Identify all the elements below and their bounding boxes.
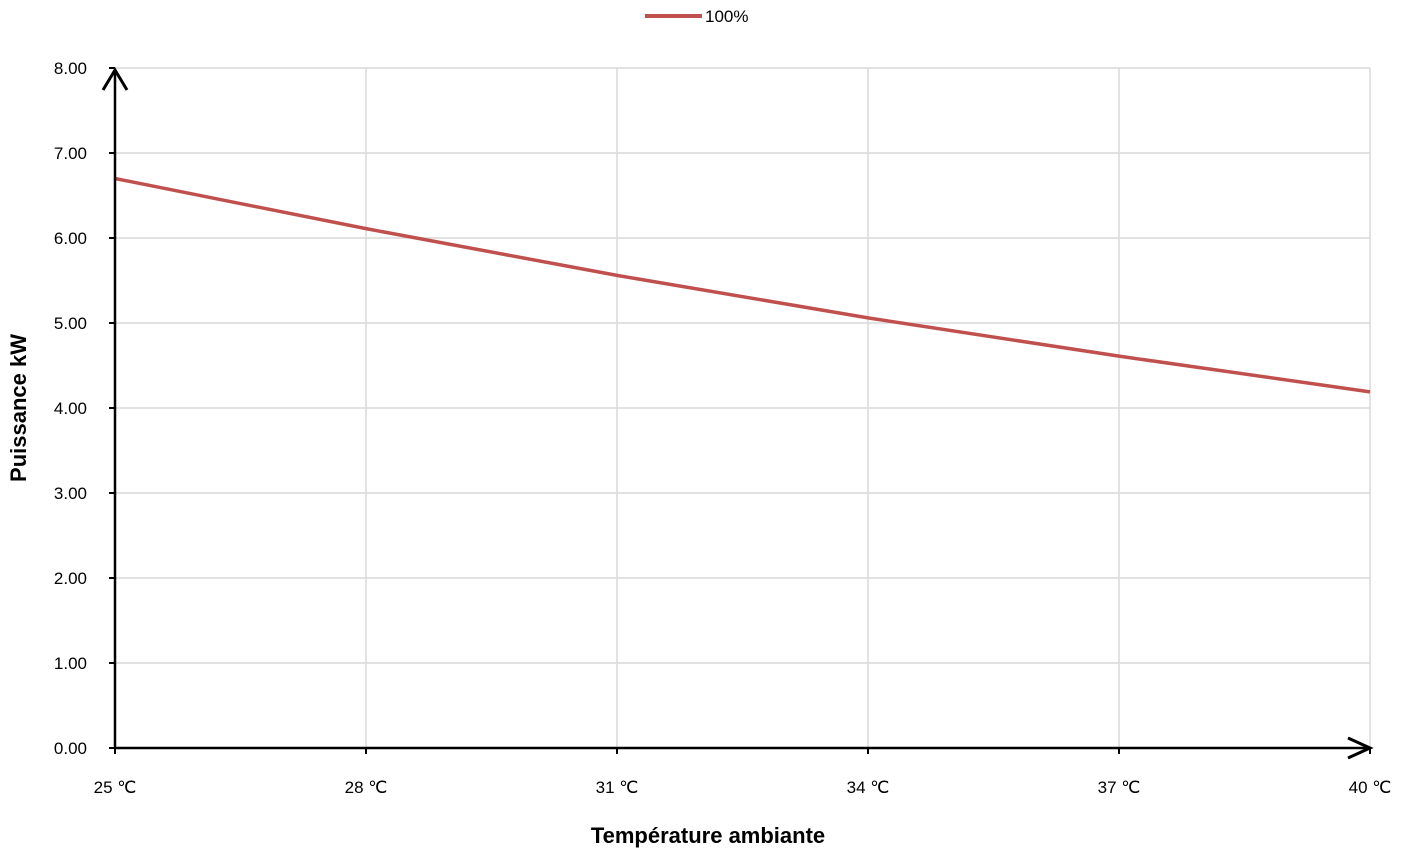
x-tick-label: 28 ℃ xyxy=(345,778,388,797)
gridlines xyxy=(115,67,1371,748)
y-tick-label: 0.00 xyxy=(54,739,87,758)
y-tick-label: 2.00 xyxy=(54,569,87,588)
axes xyxy=(101,67,1374,760)
y-tick-label: 3.00 xyxy=(54,484,87,503)
y-tick-label: 4.00 xyxy=(54,399,87,418)
y-axis-title: Puissance kW xyxy=(6,334,31,482)
y-tick-label: 1.00 xyxy=(54,654,87,673)
x-tick-label: 37 ℃ xyxy=(1098,778,1141,797)
series-line xyxy=(114,176,1371,394)
y-axis-arrow-icon xyxy=(101,67,129,91)
x-tick-label: 25 ℃ xyxy=(94,778,137,797)
legend: 100% xyxy=(645,7,748,26)
x-axis-title: Température ambiante xyxy=(591,823,825,848)
y-tick-label: 6.00 xyxy=(54,229,87,248)
y-tick-label: 5.00 xyxy=(54,314,87,333)
series-layer xyxy=(114,176,1371,394)
axis-ticks: 0.00 1.00 2.00 3.00 4.00 5.00 6.00 7.00 8.00 25 ℃… xyxy=(54,59,1391,797)
y-tick-label: 7.00 xyxy=(54,144,87,163)
x-tick-label: 40 ℃ xyxy=(1349,778,1392,797)
y-tick-label: 8.00 xyxy=(54,59,87,78)
x-tick-label: 31 ℃ xyxy=(596,778,639,797)
legend-label: 100% xyxy=(705,7,748,26)
x-tick-label: 34 ℃ xyxy=(847,778,890,797)
